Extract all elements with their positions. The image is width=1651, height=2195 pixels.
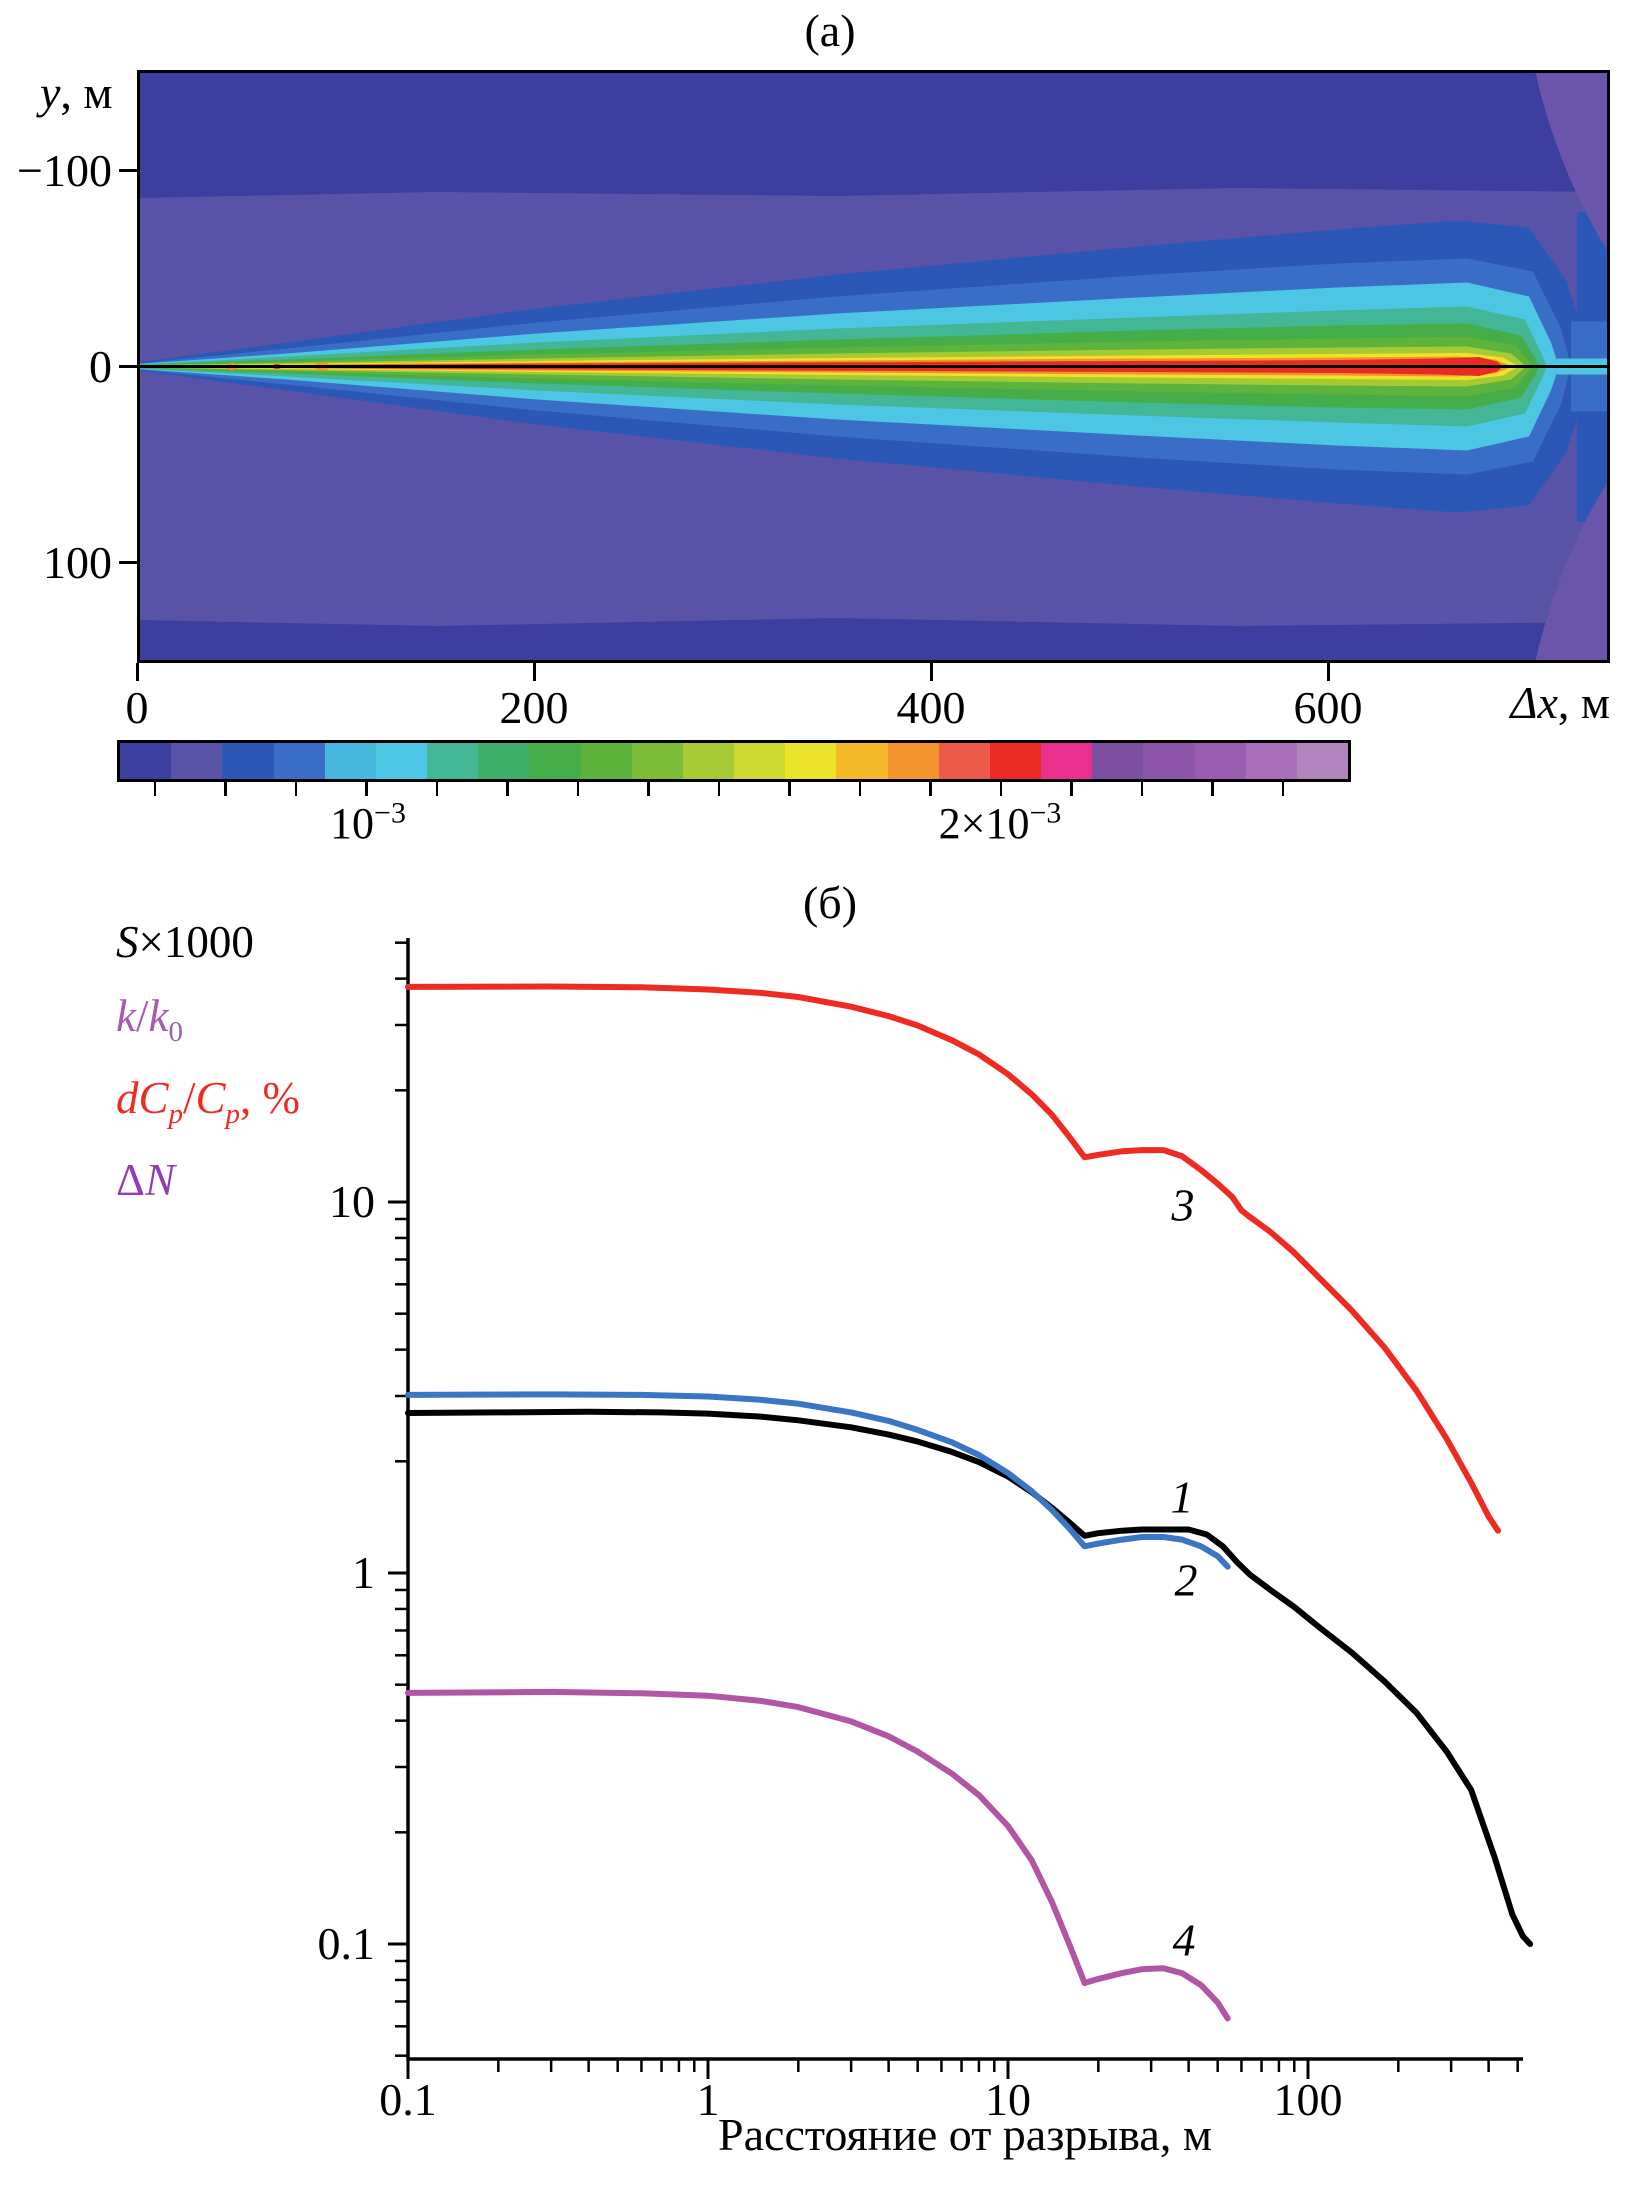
contour-plot <box>137 70 1610 663</box>
colorbar-tick <box>224 782 227 796</box>
y-tick-label: 0.1 <box>317 1918 376 1969</box>
colorbar-label-1: 10−3 <box>330 796 406 848</box>
colorbar-tick <box>1070 782 1073 796</box>
colorbar <box>117 740 1351 782</box>
y-tick-label: −100 <box>17 144 112 196</box>
x-tick-mark <box>929 663 933 681</box>
colorbar-tick <box>1140 782 1144 796</box>
colorbar-label-2: 2×10−3 <box>938 796 1062 848</box>
legend-item-k-k0: k/k0 <box>116 991 183 1048</box>
y-tick-mark <box>119 365 137 368</box>
panel-b-x-axis-label: Расстояние от разрыва, м <box>718 2109 1212 2160</box>
colorbar-tick <box>929 782 932 796</box>
x-tick-label: 200 <box>499 682 569 733</box>
colorbar-segment <box>836 743 888 779</box>
colorbar-segment <box>273 743 325 779</box>
colorbar-tick <box>506 782 509 796</box>
x-tick-label: 10 <box>985 2074 1031 2125</box>
curve-label-2: 2 <box>1174 1554 1198 1606</box>
panel-a-y-axis-label: y, м <box>40 67 113 118</box>
x-tick-mark <box>1326 663 1330 681</box>
x-tick-mark <box>532 663 536 681</box>
colorbar-segment <box>989 743 1042 779</box>
colorbar-segment <box>529 743 581 779</box>
colorbar-segment <box>580 743 632 779</box>
colorbar-tick <box>365 782 368 796</box>
x-tick-mark <box>135 663 139 681</box>
y-tick-mark <box>119 561 137 564</box>
colorbar-tick <box>717 782 721 796</box>
panel-a-x-axis-label: Δx, м <box>1510 677 1610 728</box>
curve-label-4: 4 <box>1172 1914 1196 1966</box>
panel-a-title: (а) <box>804 5 856 56</box>
colorbar-segment <box>887 743 939 779</box>
curve-label-3: 3 <box>1171 1179 1195 1231</box>
x-tick-label: 100 <box>1273 2074 1343 2125</box>
legend-item-s1000: S×1000 <box>116 917 254 967</box>
colorbar-segment <box>682 743 735 779</box>
colorbar-segment <box>324 743 376 779</box>
colorbar-segment <box>222 743 274 779</box>
x-tick-label: 0.1 <box>379 2074 437 2125</box>
x-tick-label: 1 <box>696 2074 720 2125</box>
colorbar-tick <box>153 782 157 796</box>
colorbar-segment <box>120 743 172 779</box>
x-axis-var: Δx <box>1510 677 1558 728</box>
colorbar-segment <box>734 743 786 779</box>
colorbar-segment <box>1296 743 1349 779</box>
colorbar-tick <box>435 782 439 796</box>
panel-b-title: (б) <box>802 877 858 928</box>
x-tick-label: 400 <box>896 682 966 733</box>
colorbar-segment <box>1092 743 1144 779</box>
colorbar-segment <box>375 743 428 779</box>
y-tick-label: 10 <box>329 1176 375 1227</box>
colorbar-tick <box>858 782 862 796</box>
colorbar-tick <box>788 782 791 796</box>
colorbar-segment <box>478 743 530 779</box>
y-tick-mark <box>119 169 137 172</box>
colorbar-tick <box>999 782 1003 796</box>
colorbar-segment <box>1194 743 1246 779</box>
curve-label-1: 1 <box>1170 1471 1194 1523</box>
y-tick-label: 1 <box>352 1547 375 1598</box>
legend-item-delta-n: ΔN <box>116 1155 175 1205</box>
x-tick-label: 0 <box>125 682 149 733</box>
colorbar-tick <box>1281 782 1285 796</box>
legend-item-dcp-cp: dCp/Cp, % <box>116 1073 301 1130</box>
colorbar-segment <box>427 743 479 779</box>
y-tick-label: 100 <box>43 536 112 588</box>
colorbar-segment <box>1245 743 1297 779</box>
colorbar-segment <box>1143 743 1195 779</box>
colorbar-segment <box>785 743 837 779</box>
colorbar-segment <box>631 743 683 779</box>
y-axis-var: y <box>40 67 61 118</box>
colorbar-segment <box>938 743 990 779</box>
colorbar-segment <box>1041 743 1093 779</box>
colorbar-tick <box>647 782 650 796</box>
y-tick-label: 0 <box>89 340 112 392</box>
x-tick-label: 600 <box>1293 682 1363 733</box>
colorbar-tick <box>294 782 298 796</box>
colorbar-segment <box>171 743 223 779</box>
colorbar-tick <box>1211 782 1214 796</box>
colorbar-tick <box>576 782 580 796</box>
